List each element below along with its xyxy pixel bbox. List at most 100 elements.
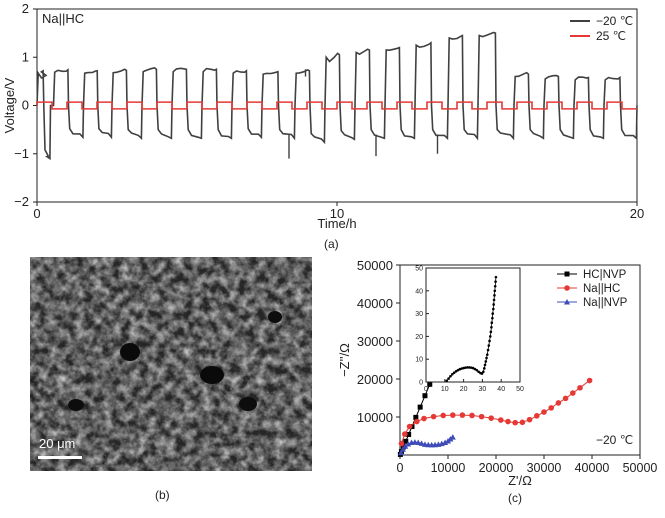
chart-c-annotation: −20 ℃	[596, 433, 633, 447]
chart-c-point-na-hc	[519, 419, 526, 426]
chart-c-inset-ytick-label: 30	[415, 311, 423, 318]
chart-c-inset-point	[484, 360, 488, 363]
chart-c-point-na-nvp	[449, 434, 456, 440]
chart-c-point-na-hc	[450, 412, 456, 418]
chart-c-inset-point	[451, 372, 454, 376]
chart-c-inset-ytick-label: 10	[415, 357, 423, 364]
chart-c-inset-point	[452, 371, 456, 374]
chart-c-inset-point	[493, 289, 497, 293]
sem-pore	[239, 397, 257, 411]
chart-c-point-hc-nvp	[422, 393, 428, 399]
chart-a-series-25C	[36, 101, 637, 110]
chart-c-inset-point	[467, 366, 471, 369]
chart-c-point-na-hc	[498, 417, 504, 423]
chart-c-point-na-hc	[459, 412, 466, 418]
chart-c-inset-point	[454, 369, 458, 373]
chart-c-inset-point	[449, 375, 452, 378]
chart-c-inset-point	[483, 363, 487, 367]
chart-c-xlabel: Z'/Ω	[508, 473, 532, 488]
chart-c-legend-marker	[564, 299, 570, 305]
chart-c-inset-xtick-label: 50	[516, 386, 524, 393]
chart-c-inset-point	[486, 348, 490, 352]
chart-c-inset-point	[489, 330, 493, 334]
chart-c-inset-point	[492, 298, 496, 302]
chart-c-point-na-hc	[398, 440, 405, 447]
chart-c-inset-point	[492, 303, 495, 306]
sem-pore	[68, 399, 84, 411]
chart-c-inset-point	[473, 367, 477, 371]
sem-pore	[200, 366, 224, 384]
chart-c-ytick-label: 20000	[357, 372, 393, 387]
chart-c-xtick-label: 50000	[623, 461, 658, 475]
chart-c-inset-ytick-label: 40	[415, 288, 423, 295]
chart-c-legend-label: HC|NVP	[583, 269, 627, 281]
chart-a-ytick-label: −1	[14, 146, 29, 161]
chart-a-xtick-label: 0	[33, 206, 40, 221]
chart-c-inset-xtick-label: 0	[424, 386, 428, 393]
chart-c-point-na-hc	[512, 419, 518, 426]
chart-c-inset-xtick-label: 30	[479, 386, 487, 393]
panel-label-c: (c)	[508, 491, 522, 505]
chart-c-point-na-nvp	[402, 443, 409, 449]
chart-c-inset-point	[492, 307, 495, 311]
chart-c-point-na-hc	[430, 413, 437, 420]
chart-c-inset-ytick-label: 50	[415, 266, 423, 273]
chart-a-xtick-label: 20	[630, 206, 644, 221]
chart-a-legend-label: −20 ℃	[596, 14, 633, 28]
chart-c-point-na-hc	[555, 400, 562, 406]
chart-c-point-na-nvp	[418, 440, 425, 446]
chart-c-inset-point	[485, 353, 489, 356]
chart-c-inset-point	[488, 335, 492, 338]
chart-c-point-na-hc	[505, 418, 511, 425]
chart-c-inset-point	[445, 379, 448, 383]
chart-a-legend-label: 25 ℃	[596, 29, 626, 43]
chart-c-point-na-hc	[526, 416, 533, 423]
chart-c-inset-point	[488, 339, 491, 343]
chart-c-inset-xtick-label: 20	[460, 386, 468, 393]
chart-c-point-hc-nvp	[403, 438, 409, 444]
sem-micrograph: 20 μm	[30, 257, 312, 471]
chart-a-series-minus20C	[36, 31, 638, 161]
chart-c-point-na-nvp	[399, 446, 406, 452]
chart-c-point-na-hc	[469, 412, 475, 419]
chart-c-inset-ytick-label: 0	[419, 380, 423, 387]
chart-c-inset-ytick-label: 20	[415, 334, 423, 341]
chart-c-inset-point	[487, 344, 491, 347]
chart-a-ytick-label: −2	[14, 194, 29, 209]
chart-c-ylabel: −Z''/Ω	[337, 343, 352, 377]
chart-c-point-na-hc	[402, 431, 408, 437]
chart-c-legend-marker	[564, 285, 570, 291]
chart-c-point-hc-nvp	[413, 414, 419, 420]
chart-c-inset-xtick-label: 40	[497, 386, 505, 393]
chart-c-xtick-label: 30000	[527, 461, 562, 475]
chart-c-legend-label: Na||NVP	[583, 297, 628, 309]
chart-c-inset-point	[493, 284, 497, 288]
chart-c-point-na-hc	[577, 384, 583, 391]
chart-c-xtick-label: 0	[397, 461, 404, 475]
chart-c-point-na-nvp	[397, 449, 404, 456]
chart-c-inset-point	[490, 325, 493, 329]
chart-c-point-na-hc	[562, 395, 569, 402]
chart-c-inset-point	[480, 372, 484, 375]
chart-c-point-na-hc	[488, 415, 495, 421]
chart-c-point-na-hc	[421, 415, 427, 422]
chart-c-point-na-hc	[478, 413, 485, 420]
panel-label-b: (b)	[155, 488, 170, 502]
chart-a-xtick-label: 10	[330, 206, 344, 221]
chart-c-xtick-label: 40000	[575, 461, 610, 475]
chart-c-xtick-label: 20000	[479, 461, 514, 475]
sem-scale-label: 20 μm	[39, 436, 76, 451]
chart-c-point-na-hc	[548, 405, 554, 411]
chart-c-inset-point	[466, 366, 469, 369]
chart-c-inset-point	[485, 356, 488, 360]
chart-c-point-hc-nvp	[406, 431, 412, 437]
chart-c-point-na-nvp	[415, 439, 422, 445]
chart-c-xtick-label: 10000	[431, 461, 466, 475]
chart-c-point-na-nvp	[405, 440, 412, 447]
chart-c-inset-frame	[425, 267, 521, 383]
chart-c-ytick-label: 40000	[357, 296, 393, 311]
chart-c-inset-point	[491, 312, 495, 315]
chart-c-point-na-hc	[406, 423, 413, 430]
chart-c-point-na-hc	[541, 409, 547, 415]
